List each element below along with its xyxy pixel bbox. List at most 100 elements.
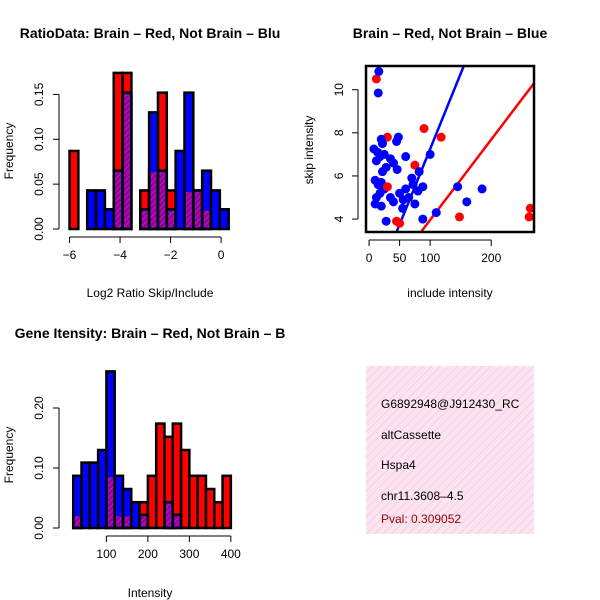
ratio-blue-bar-0 — [85, 189, 98, 231]
ratio-hist-panel: RatioData: Brain – Red, Not Brain – Blu … — [2, 25, 280, 300]
ratio-x-tick-label-2: −2 — [164, 248, 178, 262]
intensity-hist-ylabel: Frequency — [2, 427, 16, 484]
scatter-point-13 — [371, 156, 381, 166]
ratio-blue-bar-10 — [183, 91, 195, 231]
scatter-y-tick-label-3: 10 — [332, 83, 346, 97]
ratio-overlap-bar-1 — [115, 172, 122, 228]
scatter-point-53 — [525, 203, 534, 213]
scatter-point-18 — [377, 167, 387, 177]
scatter-point-8 — [419, 124, 429, 134]
intensity-overlap-bar-8 — [174, 516, 180, 527]
ratio-blue-bar-9 — [174, 149, 186, 231]
ratio-hist-axes: −6 −4 −2 0 0.00 0.05 0.10 0.15 — [32, 82, 225, 262]
scatter-point-32 — [388, 197, 398, 207]
ratio-blue-bar-14 — [218, 208, 230, 231]
scatter-point-20 — [401, 152, 411, 162]
scatter-fit-line-blue — [395, 66, 465, 232]
intensity-overlap-bar-0 — [74, 516, 81, 527]
intensity-hist-axes: 100 200 300 400 0.00 0.10 0.20 — [32, 396, 241, 561]
scatter-point-42 — [376, 201, 386, 211]
scatter-point-23 — [425, 149, 435, 159]
scatter-fit-lines — [395, 66, 534, 232]
scatter-x-tick-label-2: 100 — [420, 251, 440, 265]
ratio-y-tick-label-0: 0.00 — [32, 217, 46, 241]
intensity-overlap-bar-7 — [165, 503, 172, 527]
scatter-point-37 — [418, 182, 428, 192]
scatter-point-2 — [373, 88, 383, 98]
info-location: chr11.3608–4.5 — [381, 489, 464, 503]
scatter-frame — [364, 64, 536, 234]
scatter-xlabel: include intensity — [407, 286, 492, 300]
scatter-point-50 — [477, 184, 487, 194]
info-panel: G6892948@J912430_RC altCassette Hspa4 ch… — [366, 366, 534, 534]
intensity-blue-bar-4 — [105, 370, 116, 530]
ratio-hist-xlabel: Log2 Ratio Skip/Include — [87, 286, 214, 300]
scatter-point-39 — [410, 199, 420, 209]
intensity-y-tick-label-2: 0.20 — [32, 396, 46, 420]
intensity-x-tick-label-3: 400 — [221, 547, 241, 561]
scatter-x-tick-label-1: 50 — [393, 251, 407, 265]
ratio-overlap-bar-3 — [141, 210, 148, 228]
ratio-hist-ylabel: Frequency — [2, 123, 16, 180]
scatter-point-0 — [371, 74, 381, 84]
info-gene: Hspa4 — [381, 458, 416, 472]
ratio-y-tick-label-3: 0.15 — [32, 82, 46, 106]
scatter-point-19 — [392, 164, 402, 174]
ratio-overlap-bar-8 — [194, 191, 201, 228]
scatter-point-21 — [410, 160, 420, 170]
ratio-overlap-bar-2 — [124, 94, 130, 228]
scatter-point-9 — [436, 132, 446, 142]
intensity-overlap-bar-1 — [107, 477, 114, 527]
scatter-point-34 — [401, 184, 411, 194]
scatter-point-49 — [462, 197, 472, 207]
ratio-blue-bar-1 — [94, 189, 107, 231]
scatter-point-5 — [376, 134, 386, 144]
intensity-hist-xlabel: Intensity — [128, 586, 173, 600]
scatter-point-54 — [398, 195, 408, 205]
ratio-overlap-bar-7 — [185, 191, 192, 228]
intensity-x-tick-label-0: 100 — [96, 547, 116, 561]
ratio-blue-bar-13 — [209, 189, 222, 231]
scatter-y-tick-label-2: 8 — [332, 129, 346, 136]
intensity-hist-panel: Gene Itensity: Brain – Red, Not Brain – … — [2, 325, 285, 600]
scatter-point-7 — [392, 136, 402, 146]
ratio-x-tick-label-3: 0 — [218, 248, 225, 262]
scatter-point-35 — [408, 180, 418, 190]
scatter-point-30 — [382, 182, 392, 192]
intensity-hist-title: Gene Itensity: Brain – Red, Not Brain – … — [15, 325, 286, 341]
ratio-overlap-bar-4 — [150, 172, 157, 228]
intensity-y-tick-label-0: 0.00 — [32, 516, 46, 540]
scatter-point-40 — [398, 203, 408, 213]
ratio-overlap-bar-5 — [159, 172, 166, 228]
ratio-red-bar-0 — [68, 149, 80, 231]
ratio-blue-bar-2 — [103, 208, 115, 231]
ratio-overlap-bar-6 — [168, 210, 175, 228]
info-pval: Pval: 0.309052 — [381, 512, 461, 526]
scatter-point-46 — [418, 214, 428, 224]
info-id-label: G6892948@J912430_RC — [381, 397, 520, 411]
intensity-overlap-bar-4 — [141, 516, 147, 527]
scatter-y-tick-label-0: 4 — [332, 215, 346, 222]
scatter-point-1 — [374, 66, 384, 76]
scatter-ylabel: skip intensity — [302, 116, 316, 185]
scatter-point-51 — [454, 212, 464, 222]
ratio-x-tick-label-1: −4 — [113, 248, 127, 262]
scatter-x-tick-label-0: 0 — [366, 251, 373, 265]
intensity-red-bar-14 — [221, 474, 233, 530]
scatter-point-55 — [414, 167, 424, 177]
ratio-hist-title: RatioData: Brain – Red, Not Brain – Blu — [20, 25, 281, 41]
intensity-overlap-bar-3 — [124, 516, 130, 527]
ratio-x-tick-label-0: −6 — [63, 248, 77, 262]
scatter-x-tick-label-3: 200 — [481, 251, 501, 265]
info-box — [366, 366, 534, 534]
intensity-overlap-bar-2 — [116, 516, 122, 527]
scatter-point-47 — [431, 208, 441, 218]
scatter-points — [369, 66, 534, 228]
scatter-y-tick-label-1: 6 — [332, 172, 346, 179]
ratio-y-tick-label-1: 0.05 — [32, 172, 46, 196]
ratio-overlap-bar-9 — [203, 210, 210, 228]
scatter-title: Brain – Red, Not Brain – Blue — [353, 25, 548, 41]
scatter-point-45 — [395, 218, 405, 228]
ratio-hist-bars — [68, 71, 230, 231]
